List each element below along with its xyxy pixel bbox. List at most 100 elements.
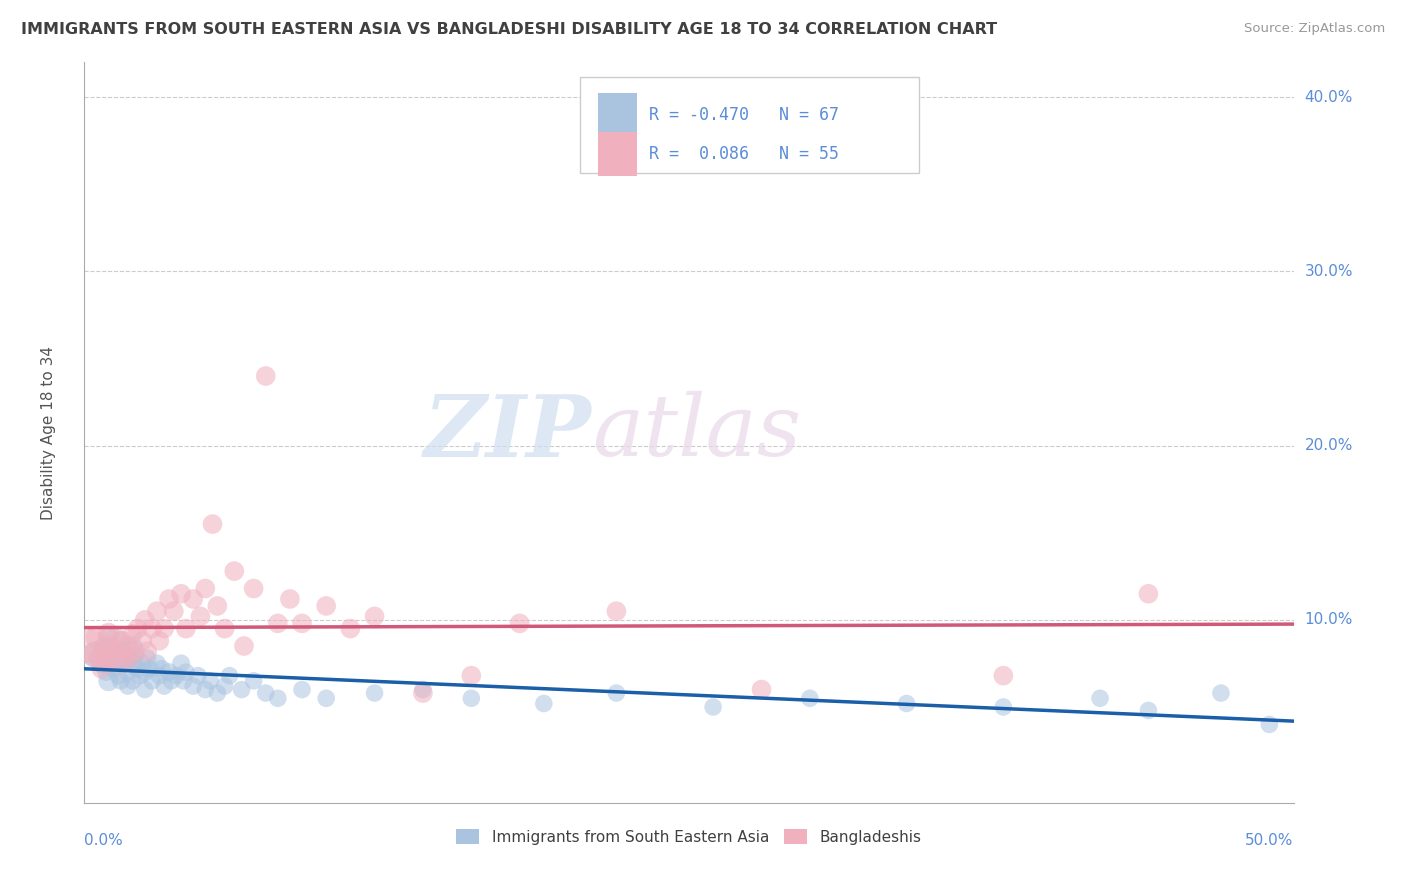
Point (153, 622, 176, 636)
Point (267, 691, 290, 706)
Point (114, 657, 136, 671)
Point (605, 604, 627, 618)
Point (97, 630, 120, 644)
FancyBboxPatch shape (581, 78, 918, 173)
Point (121, 639, 143, 653)
Point (181, 679, 204, 693)
Point (173, 673, 195, 688)
Point (181, 592, 204, 607)
Point (278, 592, 301, 607)
Point (291, 616, 314, 631)
Point (254, 369, 277, 384)
Point (107, 668, 129, 682)
Text: 30.0%: 30.0% (1305, 264, 1353, 279)
Point (103, 662, 125, 676)
Point (97, 648, 120, 662)
Point (120, 651, 142, 665)
Point (131, 633, 153, 648)
Point (799, 691, 821, 706)
Point (201, 517, 224, 532)
Point (117, 665, 139, 680)
Point (121, 673, 143, 688)
Point (242, 582, 264, 596)
Point (194, 682, 217, 697)
Point (112, 644, 135, 658)
Point (339, 622, 361, 636)
Point (110, 657, 132, 671)
Point (93, 639, 115, 653)
Point (110, 673, 132, 688)
Point (100, 639, 122, 653)
Point (141, 622, 163, 636)
Point (224, 564, 246, 578)
Point (103, 651, 125, 665)
FancyBboxPatch shape (599, 132, 637, 176)
Point (134, 613, 156, 627)
Point (1209, 686, 1232, 700)
Point (233, 639, 256, 653)
Point (104, 630, 127, 644)
Point (138, 662, 160, 676)
Point (134, 665, 156, 680)
Point (993, 700, 1015, 714)
Point (218, 668, 240, 682)
Point (93, 644, 115, 658)
Point (94, 665, 117, 680)
Point (194, 582, 217, 596)
Point (117, 639, 139, 653)
Point (131, 657, 153, 671)
Point (214, 622, 236, 636)
Text: 40.0%: 40.0% (1305, 90, 1353, 104)
Point (267, 616, 290, 631)
Point (77, 639, 100, 653)
Point (198, 673, 221, 688)
Point (110, 651, 132, 665)
Legend: Immigrants from South Eastern Asia, Bangladeshis: Immigrants from South Eastern Asia, Bang… (450, 822, 928, 851)
Point (148, 668, 170, 682)
Point (129, 668, 152, 682)
Text: 20.0%: 20.0% (1305, 438, 1353, 453)
Point (363, 686, 385, 700)
Point (242, 673, 264, 688)
Point (190, 609, 212, 624)
Point (605, 686, 627, 700)
Point (315, 691, 337, 706)
Point (153, 679, 176, 693)
Point (460, 691, 482, 706)
Point (702, 700, 724, 714)
Point (83, 648, 105, 662)
Point (146, 657, 169, 671)
Point (120, 651, 142, 665)
Point (104, 657, 127, 671)
Text: R = -0.470   N = 67: R = -0.470 N = 67 (650, 106, 839, 124)
Point (207, 686, 229, 700)
Point (157, 592, 180, 607)
Point (896, 697, 918, 711)
Text: Disability Age 18 to 34: Disability Age 18 to 34 (41, 345, 56, 520)
Point (94, 655, 117, 669)
Point (174, 665, 197, 680)
Point (993, 668, 1015, 682)
Point (160, 673, 183, 688)
Text: 50.0%: 50.0% (1246, 833, 1294, 848)
Point (363, 609, 385, 624)
Text: ZIP: ZIP (425, 391, 592, 475)
Text: atlas: atlas (592, 392, 801, 474)
Point (254, 686, 277, 700)
Point (127, 662, 149, 676)
Point (146, 604, 169, 618)
Point (291, 682, 314, 697)
Point (97, 627, 120, 641)
Point (412, 686, 434, 700)
Point (460, 668, 482, 682)
Point (86, 648, 108, 662)
Point (141, 673, 163, 688)
Point (107, 644, 129, 658)
Point (121, 657, 143, 671)
Point (124, 648, 146, 662)
Point (165, 668, 187, 682)
Point (174, 622, 197, 636)
Text: Source: ZipAtlas.com: Source: ZipAtlas.com (1244, 22, 1385, 36)
Point (157, 665, 180, 680)
Text: IMMIGRANTS FROM SOUTH EASTERN ASIA VS BANGLADESHI DISABILITY AGE 18 TO 34 CORREL: IMMIGRANTS FROM SOUTH EASTERN ASIA VS BA… (21, 22, 997, 37)
